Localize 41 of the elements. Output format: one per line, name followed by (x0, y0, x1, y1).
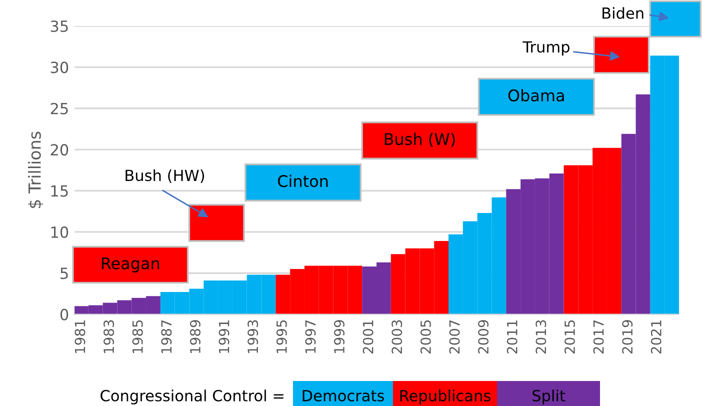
x-tick-label: 2007 (449, 320, 460, 354)
x-tick-label: 2015 (564, 320, 575, 354)
x-tick-label: 1985 (132, 320, 143, 353)
x-tick-label: 1999 (334, 320, 345, 353)
annotation: Obama (508, 89, 564, 102)
x-tick-label: 2021 (650, 320, 662, 354)
text: Split (532, 390, 566, 404)
x-tick-label: 1989 (190, 320, 200, 353)
x-tick-label: 2005 (420, 320, 431, 354)
text: Biden (602, 7, 644, 19)
annotation: Reagan (102, 257, 160, 272)
y-tick-label: 35 (50, 20, 68, 32)
y-tick-label: 5 (60, 268, 68, 280)
x-tick-label: 2013 (536, 320, 546, 354)
x-tick-label: 2017 (593, 320, 604, 354)
x-tick-label: 1987 (161, 320, 172, 353)
x-tick-label: 2009 (478, 320, 489, 354)
x-tick-label: 2011 (506, 320, 518, 354)
x-tick-label: 2003 (392, 320, 402, 354)
annotation: Cinton (278, 174, 328, 188)
x-tick-label: 1993 (248, 320, 258, 353)
x-tick-label: 1995 (276, 320, 287, 353)
x-tick-label: 1997 (305, 320, 316, 353)
y-tick-label: 25 (50, 102, 68, 114)
annotation: Trump (522, 41, 570, 56)
annotation: Bush (HW) (126, 169, 204, 183)
y-tick-label: 20 (50, 144, 68, 156)
x-tick-label: 2001 (362, 320, 374, 354)
x-tick-label: 1983 (104, 320, 114, 353)
text: Democrats (302, 390, 384, 402)
text: Republicans (400, 390, 490, 404)
x-tick-label: 1991 (218, 320, 230, 353)
y-tick-label: 15 (51, 185, 68, 197)
x-tick-label: 2019 (622, 320, 633, 354)
legend-title: Congressional Control = (100, 390, 284, 404)
y-tick-label: 0 (60, 308, 68, 320)
annotation: Bush (W) (384, 132, 455, 148)
y-tick-label: 10 (51, 226, 68, 238)
x-tick-label: 1981 (74, 320, 86, 353)
y-tick-label: 30 (50, 62, 68, 74)
y-axis-title: $ Trillions (28, 132, 44, 208)
